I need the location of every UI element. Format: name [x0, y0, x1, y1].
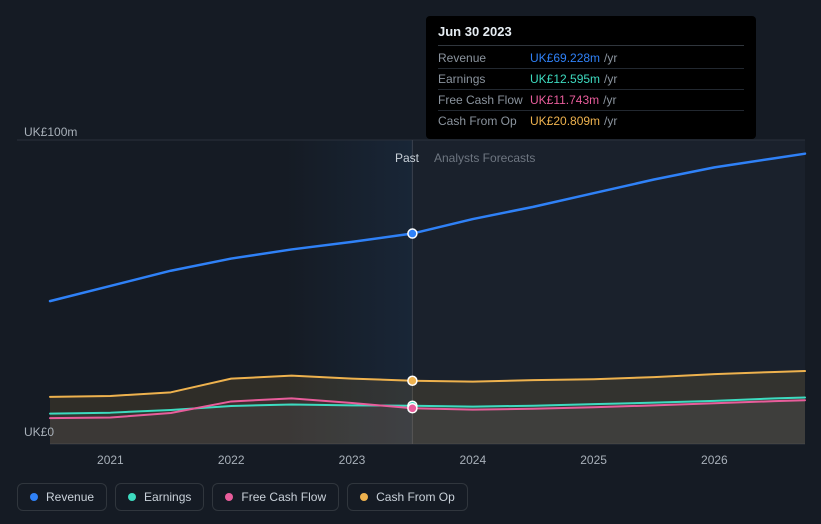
legend-item[interactable]: Cash From Op [347, 483, 468, 511]
tooltip-row-label: Revenue [438, 51, 530, 65]
tooltip-row: Cash From OpUK£20.809m/yr [438, 111, 744, 131]
tooltip-row-label: Cash From Op [438, 114, 530, 128]
legend-item[interactable]: Free Cash Flow [212, 483, 339, 511]
y-axis-label-bottom: UK£0 [24, 425, 54, 439]
legend-label: Earnings [144, 490, 191, 504]
tooltip-row-value: UK£69.228m [530, 51, 600, 65]
x-axis-tick: 2025 [580, 453, 607, 467]
tooltip-row: Free Cash FlowUK£11.743m/yr [438, 90, 744, 111]
financial-chart: UK£100m UK£0 2021 2022 2023 2024 2025 2026 Pa… [0, 0, 821, 524]
legend-dot-icon [30, 493, 38, 501]
tooltip-row-value: UK£20.809m [530, 114, 600, 128]
legend-dot-icon [225, 493, 233, 501]
legend-label: Free Cash Flow [241, 490, 326, 504]
x-axis-tick: 2026 [701, 453, 728, 467]
tooltip-row-unit: /yr [604, 114, 617, 128]
tooltip-row-unit: /yr [603, 93, 616, 107]
x-axis-tick: 2024 [459, 453, 486, 467]
tooltip-row-label: Free Cash Flow [438, 93, 530, 107]
x-axis-tick: 2023 [339, 453, 366, 467]
legend-label: Cash From Op [376, 490, 455, 504]
tooltip-row: RevenueUK£69.228m/yr [438, 48, 744, 69]
tooltip-row-value: UK£12.595m [530, 72, 600, 86]
tooltip-row-label: Earnings [438, 72, 530, 86]
tooltip-row-unit: /yr [604, 51, 617, 65]
x-axis-tick: 2022 [218, 453, 245, 467]
legend-dot-icon [360, 493, 368, 501]
y-axis-label-top: UK£100m [24, 125, 77, 139]
region-label-past: Past [395, 151, 419, 165]
legend-item[interactable]: Revenue [17, 483, 107, 511]
legend-item[interactable]: Earnings [115, 483, 204, 511]
tooltip-row-unit: /yr [604, 72, 617, 86]
x-axis-tick: 2021 [97, 453, 124, 467]
legend-dot-icon [128, 493, 136, 501]
chart-tooltip: Jun 30 2023 RevenueUK£69.228m/yrEarnings… [426, 16, 756, 139]
tooltip-row-value: UK£11.743m [530, 93, 599, 107]
region-label-forecast: Analysts Forecasts [434, 151, 535, 165]
tooltip-row: EarningsUK£12.595m/yr [438, 69, 744, 90]
tooltip-title: Jun 30 2023 [438, 24, 744, 46]
chart-legend: Revenue Earnings Free Cash Flow Cash From O… [17, 483, 468, 511]
legend-label: Revenue [46, 490, 94, 504]
